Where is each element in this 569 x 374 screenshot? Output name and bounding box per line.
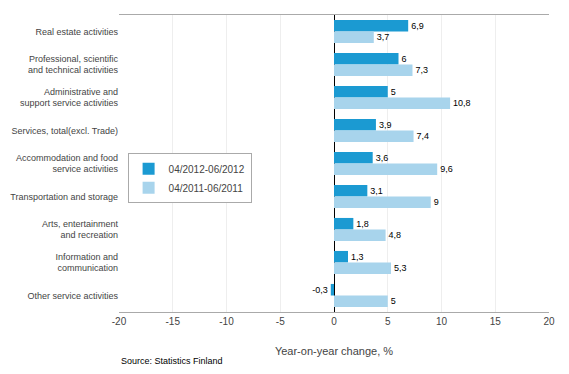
svg-text:04/2011-06/2011: 04/2011-06/2011 xyxy=(169,183,244,194)
svg-text:5: 5 xyxy=(391,87,396,97)
svg-text:-20: -20 xyxy=(112,316,127,327)
svg-text:20: 20 xyxy=(543,316,555,327)
svg-text:3,7: 3,7 xyxy=(377,32,390,42)
svg-text:-0,3: -0,3 xyxy=(312,285,328,295)
svg-text:Administrative andsupport serv: Administrative andsupport service activi… xyxy=(20,87,119,109)
svg-text:0: 0 xyxy=(331,316,337,327)
svg-text:Transportation and storage: Transportation and storage xyxy=(10,192,118,202)
svg-text:Accommodation and foodservice: Accommodation and foodservice activities xyxy=(16,153,119,175)
svg-text:3,1: 3,1 xyxy=(370,186,383,196)
svg-text:Information andcommunication: Information andcommunication xyxy=(55,252,118,274)
svg-text:1,3: 1,3 xyxy=(351,252,364,262)
svg-text:-10: -10 xyxy=(219,316,234,327)
svg-text:5: 5 xyxy=(385,316,391,327)
svg-text:Arts, entertainmentand recreat: Arts, entertainmentand recreation xyxy=(42,219,119,241)
svg-text:10: 10 xyxy=(436,316,448,327)
svg-text:5: 5 xyxy=(391,296,396,306)
svg-text:-5: -5 xyxy=(276,316,285,327)
svg-text:3,6: 3,6 xyxy=(376,153,389,163)
svg-text:6: 6 xyxy=(402,54,407,64)
svg-text:Source: Statistics Finland: Source: Statistics Finland xyxy=(121,356,223,366)
svg-text:Services, total(excl. Trade): Services, total(excl. Trade) xyxy=(11,126,118,136)
svg-text:4,8: 4,8 xyxy=(389,230,402,240)
svg-text:Real estate activities: Real estate activities xyxy=(35,27,118,37)
svg-text:5,3: 5,3 xyxy=(394,263,407,273)
svg-text:10,8: 10,8 xyxy=(453,98,471,108)
svg-text:9,6: 9,6 xyxy=(440,164,453,174)
svg-text:-15: -15 xyxy=(166,316,181,327)
svg-text:Other service activities: Other service activities xyxy=(27,291,118,301)
svg-text:Professional, scientificand te: Professional, scientificand technical ac… xyxy=(28,54,119,76)
svg-text:7,3: 7,3 xyxy=(415,65,428,75)
svg-text:1,8: 1,8 xyxy=(356,219,369,229)
svg-text:6,9: 6,9 xyxy=(411,21,424,31)
svg-text:3,9: 3,9 xyxy=(379,120,392,130)
svg-text:Year-on-year change, %: Year-on-year change, % xyxy=(275,345,393,357)
svg-text:15: 15 xyxy=(490,316,502,327)
svg-text:9: 9 xyxy=(434,197,439,207)
svg-text:04/2012-06/2012: 04/2012-06/2012 xyxy=(169,164,245,175)
svg-text:7,4: 7,4 xyxy=(417,131,430,141)
